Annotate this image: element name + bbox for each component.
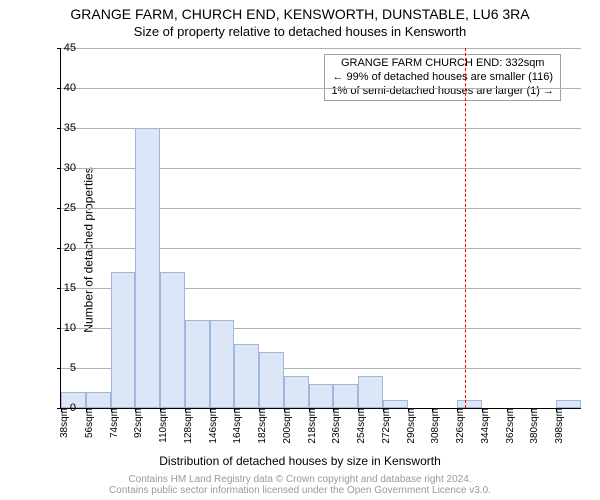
x-tick-label: 362sqm (505, 408, 516, 444)
annotation-line3: 1% of semi-detached houses are larger (1… (331, 85, 554, 99)
x-tick-label: 218sqm (307, 408, 318, 444)
y-tick-label: 45 (52, 42, 76, 54)
histogram-bar (333, 384, 358, 408)
chart-title: GRANGE FARM, CHURCH END, KENSWORTH, DUNS… (0, 6, 600, 22)
y-tick-label: 15 (52, 282, 76, 294)
y-tick-label: 0 (52, 402, 76, 414)
x-tick-label: 74sqm (109, 408, 120, 438)
x-tick-label: 308sqm (430, 408, 441, 444)
chart-subtitle: Size of property relative to detached ho… (0, 24, 600, 39)
histogram-bar (284, 376, 309, 408)
gridline (61, 88, 581, 89)
y-tick-label: 5 (52, 362, 76, 374)
annotation-line1: GRANGE FARM CHURCH END: 332sqm (331, 57, 554, 71)
x-tick-label: 110sqm (158, 408, 169, 443)
histogram-bar (160, 272, 185, 408)
histogram-bar (259, 352, 284, 408)
marker-line (465, 48, 466, 408)
y-tick-label: 10 (52, 322, 76, 334)
histogram-bar (234, 344, 259, 408)
x-tick-label: 344sqm (480, 408, 491, 444)
y-tick-label: 30 (52, 162, 76, 174)
x-tick-label: 236sqm (331, 408, 342, 444)
attribution-line2: Contains public sector information licen… (0, 485, 600, 496)
x-tick-label: 182sqm (257, 408, 268, 444)
attribution-line1: Contains HM Land Registry data © Crown c… (0, 474, 600, 485)
histogram-bar (210, 320, 235, 408)
histogram-bar (358, 376, 383, 408)
y-tick-label: 35 (52, 122, 76, 134)
annotation-box: GRANGE FARM CHURCH END: 332sqm ← 99% of … (324, 54, 561, 101)
x-tick-label: 146sqm (208, 408, 219, 444)
y-tick-label: 40 (52, 82, 76, 94)
plot-area: GRANGE FARM CHURCH END: 332sqm ← 99% of … (60, 48, 581, 409)
y-tick-label: 25 (52, 202, 76, 214)
attribution: Contains HM Land Registry data © Crown c… (0, 474, 600, 496)
x-tick-label: 56sqm (84, 408, 95, 438)
histogram-chart: GRANGE FARM, CHURCH END, KENSWORTH, DUNS… (0, 0, 600, 500)
histogram-bar (383, 400, 408, 408)
histogram-bar (111, 272, 136, 408)
histogram-bar (86, 392, 111, 408)
x-tick-label: 326sqm (455, 408, 466, 444)
x-tick-label: 272sqm (381, 408, 392, 444)
histogram-bar (185, 320, 210, 408)
x-tick-label: 380sqm (529, 408, 540, 444)
x-axis-label: Distribution of detached houses by size … (0, 454, 600, 468)
histogram-bar (556, 400, 581, 408)
gridline (61, 48, 581, 49)
histogram-bar (457, 400, 482, 408)
x-tick-label: 254sqm (356, 408, 367, 444)
x-tick-label: 92sqm (133, 408, 144, 438)
x-tick-label: 398sqm (554, 408, 565, 444)
histogram-bar (309, 384, 334, 408)
histogram-bar (135, 128, 160, 408)
y-tick-label: 20 (52, 242, 76, 254)
annotation-line2: ← 99% of detached houses are smaller (11… (331, 71, 554, 85)
x-tick-label: 200sqm (282, 408, 293, 444)
x-tick-label: 290sqm (406, 408, 417, 444)
x-tick-label: 164sqm (232, 408, 243, 444)
x-tick-label: 128sqm (183, 408, 194, 444)
